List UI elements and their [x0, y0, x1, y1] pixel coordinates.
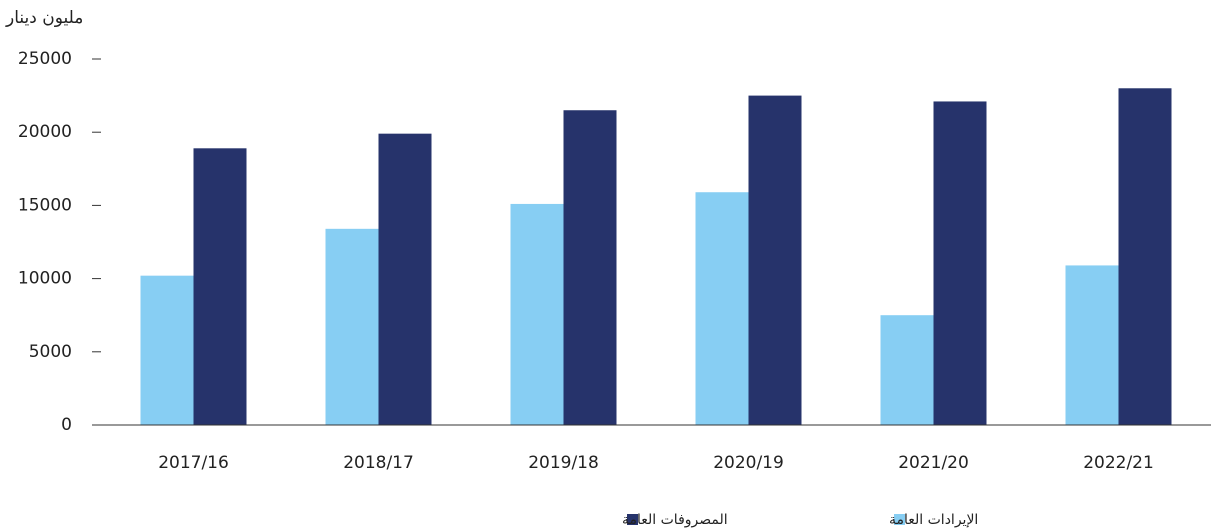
bar: [563, 110, 617, 426]
bar: [880, 315, 934, 425]
legend-label: الإيرادات العامة: [889, 512, 978, 528]
bar: [378, 133, 432, 425]
bar: [325, 228, 379, 425]
y-tick-label: 25000: [18, 49, 72, 69]
x-tick-label: 2018/17: [343, 453, 414, 473]
y-axis-label: مليون دينار: [5, 8, 83, 28]
bar: [748, 95, 802, 425]
y-tick-label: 20000: [18, 122, 72, 142]
y-tick-label: 0: [61, 415, 72, 435]
x-tick-label: 2017/16: [158, 453, 229, 473]
bar: [510, 203, 564, 425]
y-tick-label: 5000: [29, 342, 72, 362]
x-tick-label: 2021/20: [898, 453, 969, 473]
x-tick-label: 2020/19: [713, 453, 784, 473]
bar: [695, 192, 749, 425]
x-tick-label: 2022/21: [1083, 453, 1154, 473]
bar: [1065, 265, 1119, 425]
bar: [193, 148, 247, 425]
legend-swatch: [894, 514, 905, 525]
x-tick-label: 2019/18: [528, 453, 599, 473]
legend-swatch: [627, 514, 638, 525]
bar: [140, 275, 194, 425]
y-tick-label: 15000: [18, 195, 72, 215]
bar: [933, 101, 987, 426]
legend-label: المصروفات العامة: [622, 512, 728, 528]
bar: [1118, 88, 1172, 425]
y-tick-label: 10000: [18, 269, 72, 289]
